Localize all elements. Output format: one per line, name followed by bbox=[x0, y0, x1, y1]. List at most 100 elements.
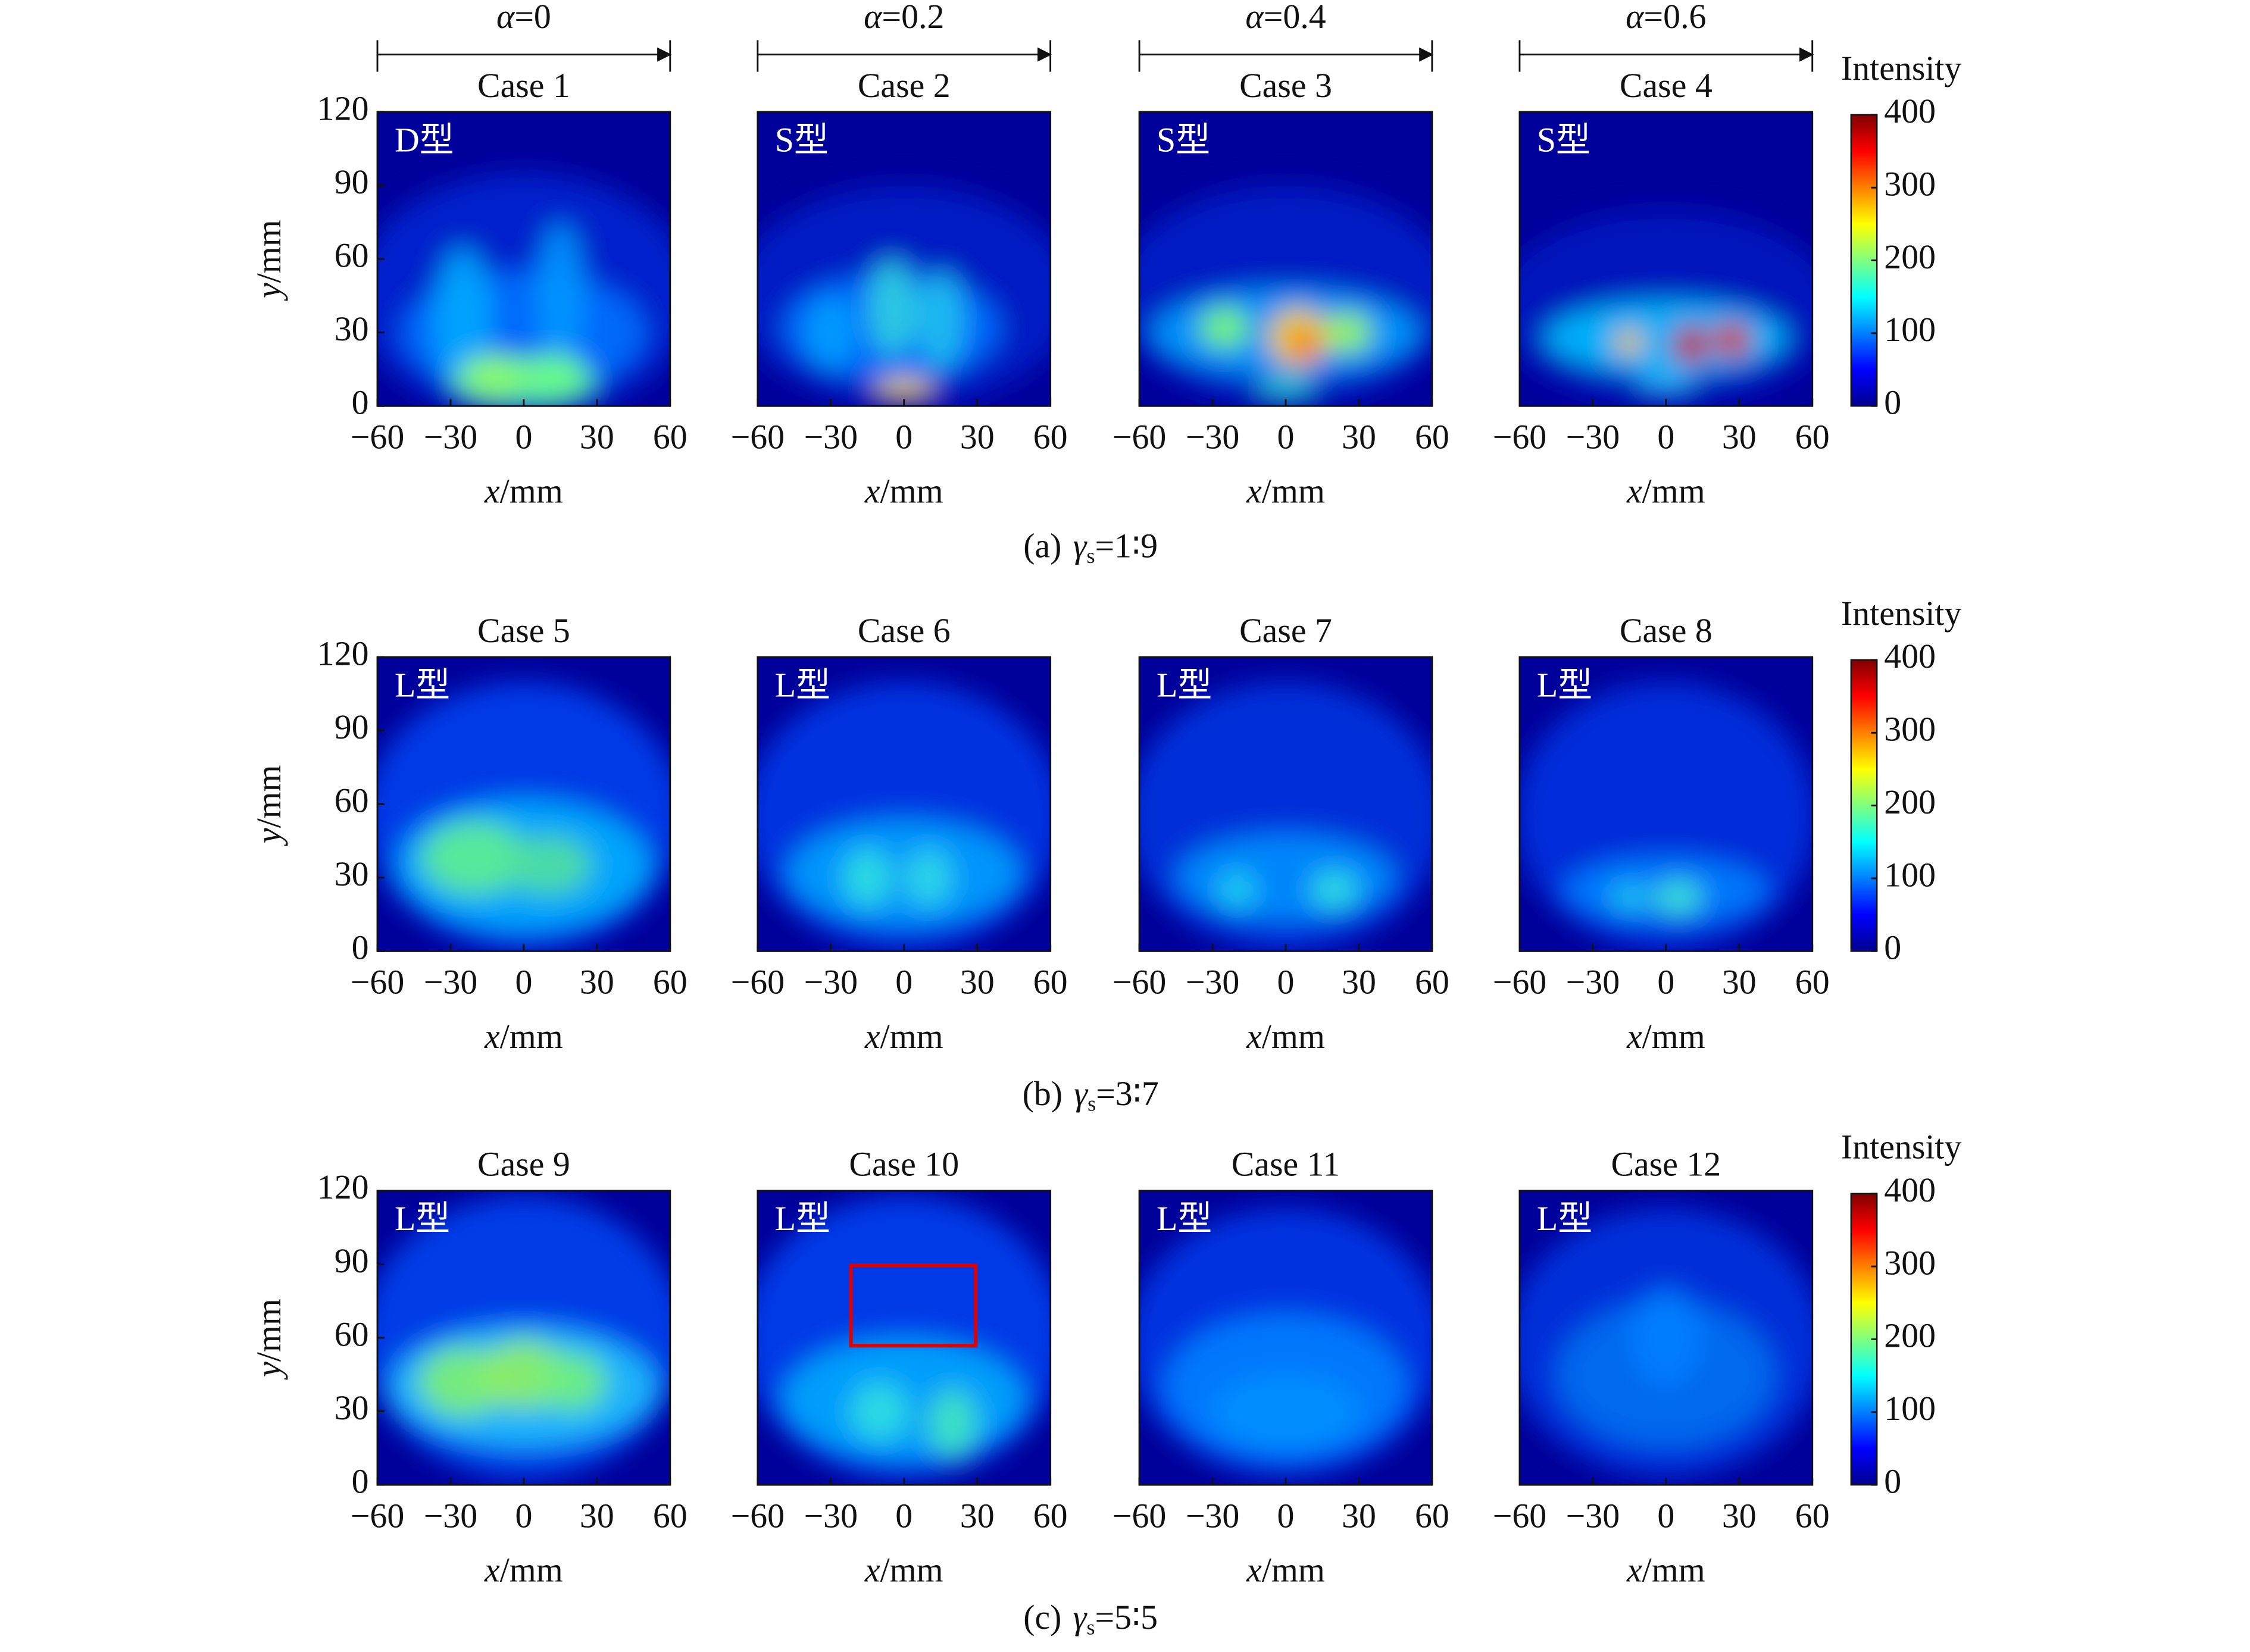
intensity-region bbox=[850, 1382, 909, 1441]
x-tick-label: −60 bbox=[731, 417, 785, 456]
heatmap-blobs bbox=[1139, 1207, 1432, 1478]
panel-title: Case 6 bbox=[858, 611, 951, 650]
pattern-label: L型 bbox=[775, 1199, 830, 1238]
heatmap-blobs bbox=[377, 681, 670, 952]
x-axis-label-part: /mm bbox=[880, 1017, 943, 1056]
intensity-region bbox=[1217, 870, 1257, 910]
colorbar-tick-label: 100 bbox=[1884, 855, 1936, 894]
x-axis-label: x/mm bbox=[864, 1551, 943, 1590]
colorbar-tick-label: 100 bbox=[1884, 310, 1936, 349]
caption-part: γ bbox=[1073, 1598, 1088, 1637]
heatmap bbox=[377, 1190, 670, 1485]
heatmap bbox=[377, 657, 670, 952]
x-tick-label: −60 bbox=[1112, 1496, 1166, 1535]
y-tick-label: 30 bbox=[335, 309, 369, 348]
heatmap-blobs bbox=[1139, 681, 1432, 952]
colorbar-tick-label: 0 bbox=[1884, 1462, 1901, 1500]
x-tick-label: 30 bbox=[960, 417, 995, 456]
intensity-region bbox=[1290, 330, 1320, 360]
heatmap bbox=[757, 112, 1051, 406]
x-axis-label-part: x bbox=[1626, 1551, 1642, 1590]
x-tick-label: 60 bbox=[653, 417, 688, 456]
x-tick-label: 0 bbox=[515, 1496, 532, 1535]
heatmap-blobs bbox=[757, 185, 1051, 406]
pattern-label: L型 bbox=[1537, 665, 1592, 704]
x-tick-label: 0 bbox=[515, 417, 532, 456]
heatmap bbox=[1519, 112, 1812, 406]
heatmap bbox=[377, 112, 670, 406]
x-axis-label-part: /mm bbox=[500, 1017, 563, 1056]
colorbar-title: Intensity bbox=[1841, 49, 1962, 87]
x-tick-label: −60 bbox=[731, 1496, 785, 1535]
y-tick-label: 90 bbox=[335, 708, 369, 746]
y-tick-label: 0 bbox=[352, 1462, 369, 1500]
x-tick-label: −60 bbox=[1112, 417, 1166, 456]
x-axis-label: x/mm bbox=[1246, 1017, 1325, 1056]
x-tick-label: 60 bbox=[1795, 417, 1830, 456]
intensity-region bbox=[1712, 323, 1752, 357]
x-tick-label: 0 bbox=[1657, 1496, 1674, 1535]
x-axis-label: x/mm bbox=[864, 472, 943, 511]
panel-title: Case 1 bbox=[477, 66, 570, 105]
x-axis-label-part: /mm bbox=[1642, 472, 1705, 511]
y-tick-label: 120 bbox=[317, 634, 369, 672]
colorbar-tick-label: 100 bbox=[1884, 1389, 1936, 1428]
x-tick-label: −60 bbox=[1112, 962, 1166, 1001]
x-tick-label: 0 bbox=[895, 417, 912, 456]
intensity-region bbox=[1610, 883, 1649, 912]
heatmap bbox=[1139, 112, 1432, 406]
panel-title: Case 9 bbox=[477, 1145, 570, 1184]
intensity-region bbox=[916, 271, 965, 370]
x-tick-label: −30 bbox=[1566, 1496, 1620, 1535]
pattern-label: D型 bbox=[395, 120, 454, 159]
x-tick-label: −60 bbox=[1493, 1496, 1546, 1535]
x-tick-label: 0 bbox=[1277, 417, 1295, 456]
intensity-region bbox=[1310, 870, 1359, 910]
x-tick-label: 60 bbox=[1795, 962, 1830, 1001]
x-axis-label: x/mm bbox=[484, 1017, 563, 1056]
y-tick-label: 60 bbox=[335, 781, 369, 820]
alpha-label: α=0 bbox=[496, 0, 551, 36]
intensity-region bbox=[928, 1389, 977, 1458]
caption-part: s bbox=[1088, 1092, 1096, 1116]
x-tick-label: 0 bbox=[1657, 417, 1674, 456]
caption: (c) γs=5∶5 bbox=[1023, 1598, 1158, 1639]
x-axis-label: x/mm bbox=[1626, 472, 1705, 511]
x-tick-label: −30 bbox=[1186, 417, 1239, 456]
x-axis-label-part: x bbox=[864, 1551, 880, 1590]
x-tick-label: −30 bbox=[1186, 962, 1239, 1001]
y-axis-label-part: /mm bbox=[249, 220, 288, 283]
x-axis-label: x/mm bbox=[1246, 1551, 1325, 1590]
pattern-label: L型 bbox=[395, 1199, 450, 1238]
x-tick-label: 60 bbox=[1033, 1496, 1068, 1535]
pattern-label: L型 bbox=[395, 665, 450, 704]
panel-title: Case 7 bbox=[1239, 611, 1332, 650]
alpha-label: α=0.4 bbox=[1245, 0, 1326, 36]
x-axis-label: x/mm bbox=[864, 1017, 943, 1056]
intensity-region bbox=[1629, 1288, 1703, 1387]
intensity-region bbox=[460, 354, 529, 399]
intensity-region bbox=[787, 818, 1021, 927]
pattern-label: S型 bbox=[1157, 120, 1210, 159]
caption-part: s bbox=[1086, 544, 1095, 568]
x-axis-label: x/mm bbox=[1626, 1551, 1705, 1590]
colorbar-tick-label: 0 bbox=[1884, 928, 1901, 967]
heatmap-blobs bbox=[1139, 185, 1432, 406]
x-tick-label: −30 bbox=[424, 1496, 477, 1535]
caption-part: =3∶7 bbox=[1096, 1075, 1159, 1113]
panel-title: Case 4 bbox=[1620, 66, 1712, 105]
alpha-label-part: α bbox=[864, 0, 883, 36]
x-tick-label: −30 bbox=[424, 417, 477, 456]
intensity-region bbox=[843, 848, 892, 908]
y-tick-label: 30 bbox=[335, 1388, 369, 1427]
y-tick-label: 0 bbox=[352, 928, 369, 967]
heatmap-blobs bbox=[757, 1196, 1051, 1480]
x-tick-label: −60 bbox=[351, 1496, 404, 1535]
x-tick-label: 60 bbox=[653, 1496, 688, 1535]
intensity-region bbox=[1636, 371, 1696, 392]
x-tick-label: −30 bbox=[804, 1496, 858, 1535]
alpha-label-part: =0.6 bbox=[1644, 0, 1707, 36]
pattern-label: L型 bbox=[1537, 1199, 1592, 1238]
x-tick-label: −60 bbox=[351, 417, 404, 456]
x-tick-label: 60 bbox=[1415, 417, 1449, 456]
